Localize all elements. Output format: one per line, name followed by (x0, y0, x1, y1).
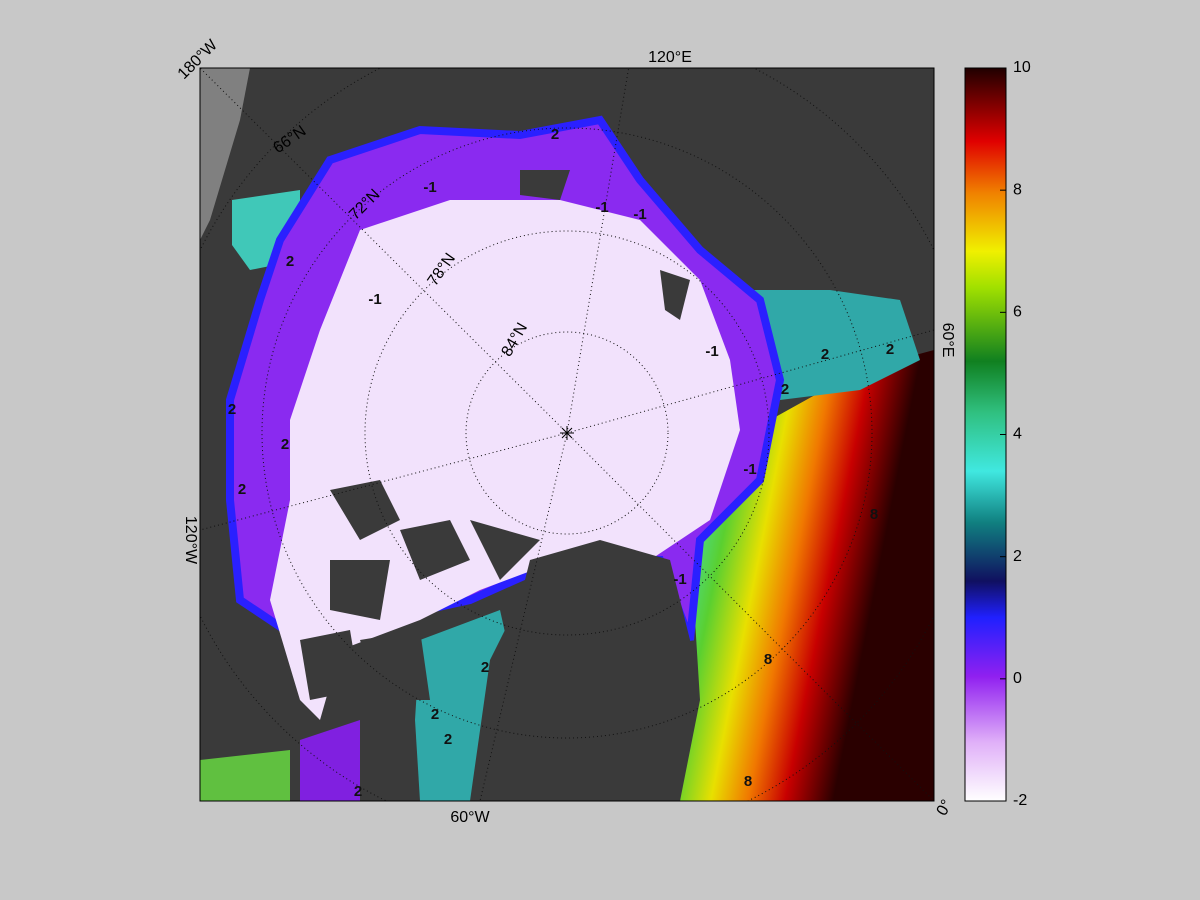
colorbar-tick-label: 8 (1013, 181, 1022, 198)
contour-label: 2 (886, 341, 894, 358)
lon-label: 120°W (182, 516, 199, 565)
ocean-barents (750, 290, 920, 400)
lon-label: 60°W (450, 809, 490, 826)
colorbar-tick-label: 10 (1013, 59, 1031, 76)
islands (520, 170, 690, 320)
contour-label: 2 (821, 346, 829, 363)
colorbar-tick-label: 6 (1013, 304, 1022, 321)
map-frame (199, 67, 935, 802)
colorbar-tick-label: 2 (1013, 548, 1022, 565)
contour-label: 2 (481, 659, 489, 676)
contour-label: -1 (743, 461, 756, 478)
graticule (200, 68, 934, 801)
archipelago (300, 480, 540, 700)
contour-label: 2 (281, 436, 289, 453)
lat-circle (261, 127, 873, 739)
contour-label: -1 (595, 199, 608, 216)
contour-label: -1 (705, 343, 718, 360)
land-grey (200, 68, 250, 240)
lon-label: 120°E (648, 49, 692, 66)
contour-label: -1 (423, 179, 436, 196)
greenland (470, 540, 690, 801)
contour-label: 8 (764, 651, 772, 668)
contour-label: 2 (238, 481, 246, 498)
contour-label: -1 (633, 206, 646, 223)
contour-label: 2 (228, 401, 236, 418)
colorbar-tick-label: 4 (1013, 426, 1022, 443)
contour-label: -1 (368, 291, 381, 308)
contour-label: 2 (551, 126, 559, 143)
colorbar (964, 67, 1007, 802)
colorbar-tick-label: 0 (1013, 670, 1022, 687)
colorbar-tick-label: -2 (1013, 792, 1027, 809)
lon-label: 0° (934, 797, 956, 819)
contour-label: 2 (781, 381, 789, 398)
lat-circle (465, 331, 669, 535)
contour-label: 2 (354, 783, 362, 800)
lat-circle (364, 230, 770, 636)
ocean-hudson (300, 720, 360, 801)
lon-label: 60°E (939, 323, 956, 358)
ocean-bay (200, 750, 290, 801)
meridian (200, 432, 568, 531)
contour-label: 2 (444, 731, 452, 748)
contour-label: 2 (431, 706, 439, 723)
ocean-central (270, 200, 740, 720)
pole (560, 426, 574, 440)
contour-label: 8 (870, 506, 878, 523)
contour-label: 2 (286, 253, 294, 270)
map (200, 68, 934, 801)
contour-label: -1 (673, 571, 686, 588)
colorbar-ticks: -2 0 2 4 6 8 10 (1000, 59, 1031, 809)
contour-label: 8 (744, 773, 752, 790)
